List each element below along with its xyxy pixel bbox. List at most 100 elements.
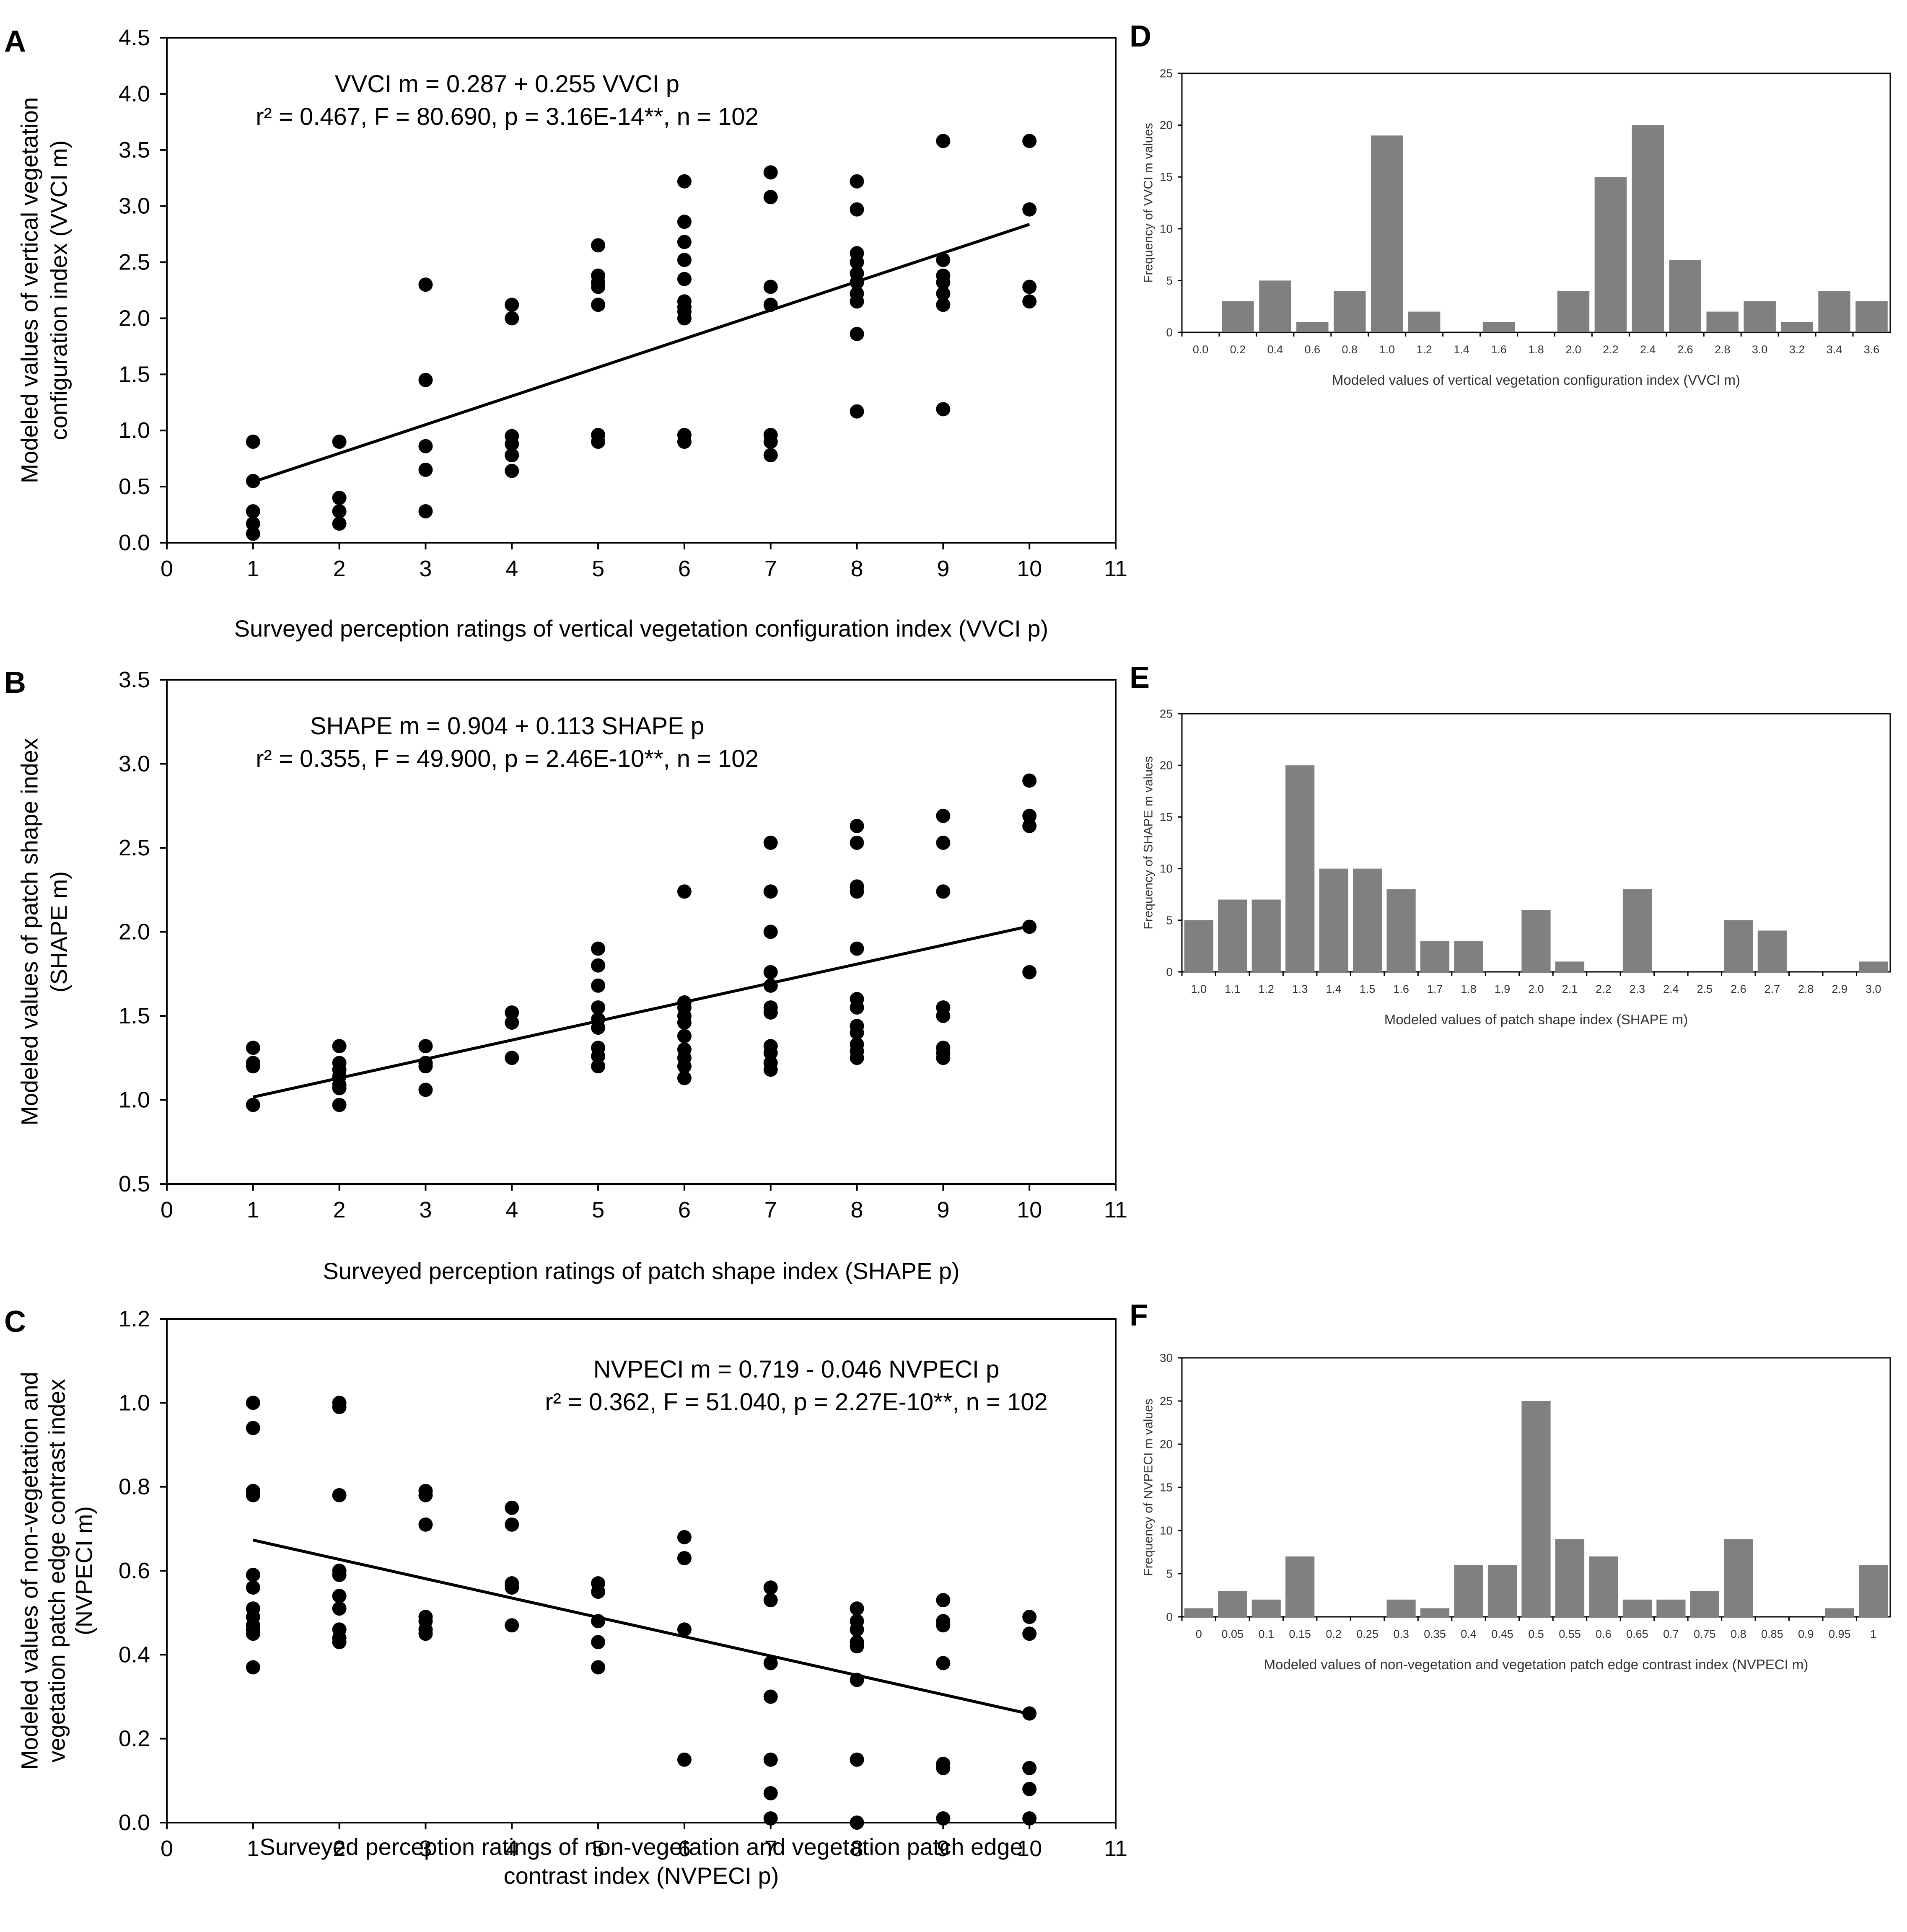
y-tick-label: 0.2 [119, 1726, 150, 1751]
x-tick-label: 3.6 [1864, 343, 1880, 356]
histogram-bar [1859, 1565, 1888, 1617]
data-point [936, 835, 951, 850]
data-point [850, 255, 864, 269]
data-point [332, 504, 347, 519]
histogram-bar [1184, 1608, 1213, 1617]
x-tick-label: 0.75 [1694, 1628, 1716, 1640]
y-axis-label: Modeled values of patch shape index [16, 738, 43, 1126]
y-tick-label: 1.0 [119, 418, 150, 443]
data-point [332, 435, 347, 449]
data-point [332, 1098, 347, 1112]
x-tick-label: 10 [1017, 556, 1042, 581]
data-point [763, 165, 778, 180]
x-tick-label: 0.6 [1596, 1628, 1612, 1640]
data-point [418, 1626, 433, 1641]
y-tick-label: 4.0 [119, 81, 150, 106]
histogram-bar [1386, 889, 1416, 972]
x-tick-label: 5 [592, 556, 604, 581]
histogram-bar [1825, 1608, 1854, 1617]
data-point [246, 1098, 260, 1112]
data-point [591, 941, 606, 956]
y-tick-label: 3.5 [119, 137, 150, 163]
data-point [936, 1618, 951, 1633]
histogram-bar [1285, 765, 1315, 972]
data-point [850, 275, 864, 290]
histogram-bar [1482, 322, 1515, 332]
x-tick-label: 2 [333, 1836, 346, 1861]
x-tick-label: 0.2 [1230, 343, 1246, 356]
panel-label-C: C [4, 1305, 26, 1339]
x-tick-label: 2.7 [1764, 983, 1780, 995]
x-axis-label: Modeled values of vertical vegetation co… [1332, 372, 1740, 388]
x-tick-label: 1.3 [1292, 983, 1308, 995]
x-tick-label: 7 [764, 1836, 777, 1861]
y-tick-label: 25 [1160, 1395, 1173, 1408]
data-point [850, 835, 864, 850]
data-point [677, 1015, 692, 1030]
y-tick-label: 10 [1160, 862, 1173, 875]
y-axis-label: (SHAPE m) [46, 871, 72, 992]
data-point [246, 1059, 260, 1074]
x-tick-label: 2.4 [1663, 983, 1679, 995]
data-point [850, 941, 864, 956]
data-point [850, 1622, 864, 1637]
x-tick-label: 1.8 [1528, 343, 1544, 356]
x-tick-label: 2.6 [1731, 983, 1746, 995]
histogram-bar [1285, 1556, 1315, 1617]
y-tick-label: 3.0 [119, 751, 150, 777]
data-point [1022, 818, 1037, 833]
histogram-bar [1690, 1591, 1719, 1617]
histogram-bar [1589, 1556, 1618, 1617]
y-tick-label: 15 [1160, 171, 1173, 184]
y-tick-label: 1.5 [119, 1003, 150, 1028]
regression-equation: NVPECI m = 0.719 - 0.046 NVPECI p [593, 1356, 1000, 1383]
data-point [505, 448, 519, 463]
y-axis-label: Modeled values of vertical vegetation [16, 97, 43, 483]
y-axis-label: Frequency of SHAPE m values [1142, 756, 1156, 930]
data-point [246, 435, 260, 449]
data-point [246, 1396, 260, 1410]
histogram-bar [1521, 1401, 1551, 1617]
data-point [850, 1601, 864, 1616]
data-point [850, 1639, 864, 1654]
data-point [1022, 1706, 1037, 1721]
data-point [677, 253, 692, 267]
x-tick-label: 0.85 [1761, 1628, 1783, 1640]
data-point [677, 174, 692, 189]
data-point [677, 215, 692, 229]
data-point [418, 1059, 433, 1074]
x-tick-label: 5 [592, 1836, 604, 1861]
scatter-panel-C: 0.0 0.2 0.4 0.6 0.8 1.0 1.2 0 1 2 3 4 5 6 7 8 9 10 11 NVPEC… [16, 1306, 1128, 1889]
x-tick-label: 2.2 [1603, 343, 1619, 356]
data-point [850, 884, 864, 899]
y-tick-label: 20 [1160, 119, 1173, 132]
data-point [1022, 294, 1037, 309]
data-point [850, 1752, 864, 1767]
data-point [677, 1530, 692, 1544]
histogram-bar [1632, 125, 1664, 332]
data-point [332, 1488, 347, 1502]
data-point [677, 272, 692, 286]
x-tick-label: 3.0 [1866, 983, 1881, 995]
data-point [591, 1585, 606, 1599]
y-tick-label: 30 [1160, 1352, 1173, 1365]
y-tick-label: 4.5 [119, 25, 150, 50]
x-tick-label: 1 [1870, 1628, 1876, 1640]
y-tick-label: 10 [1160, 222, 1173, 235]
histogram-bar [1557, 291, 1590, 332]
histogram-bar [1744, 301, 1776, 332]
x-tick-label: 9 [937, 1197, 949, 1222]
data-point [505, 1015, 519, 1030]
data-point [246, 474, 260, 488]
x-tick-label: 6 [678, 1197, 691, 1222]
data-point [418, 1517, 433, 1532]
x-tick-label: 0.8 [1731, 1628, 1746, 1640]
x-tick-label: 3 [419, 1836, 432, 1861]
histogram-bar [1386, 1599, 1416, 1617]
data-point [418, 504, 433, 519]
data-point [850, 404, 864, 419]
x-axis-label: Surveyed perception ratings of non-veget… [259, 1834, 1023, 1860]
x-tick-label: 1.1 [1225, 983, 1241, 995]
data-point [505, 311, 519, 326]
